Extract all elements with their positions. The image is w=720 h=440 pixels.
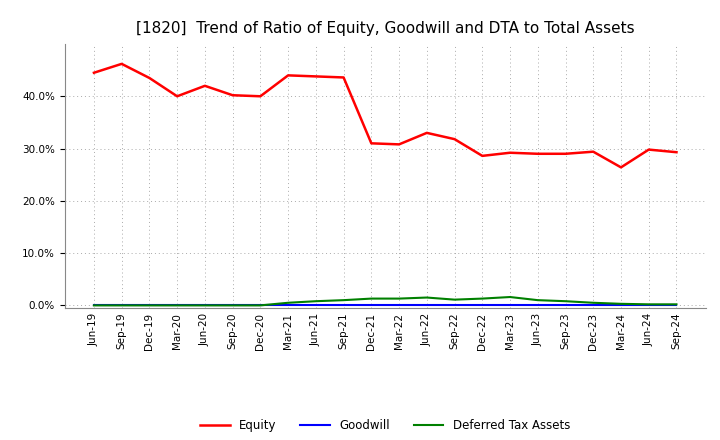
Deferred Tax Assets [395,296,403,301]
Goodwill [561,303,570,308]
Deferred Tax Assets [478,296,487,301]
Equity [284,73,292,78]
Equity [505,150,514,155]
Deferred Tax Assets [644,302,653,307]
Equity [339,75,348,80]
Equity [423,130,431,136]
Goodwill [423,303,431,308]
Goodwill [478,303,487,308]
Legend: Equity, Goodwill, Deferred Tax Assets: Equity, Goodwill, Deferred Tax Assets [196,414,575,436]
Equity [672,150,681,155]
Line: Equity: Equity [94,64,677,167]
Line: Deferred Tax Assets: Deferred Tax Assets [94,297,677,305]
Equity [395,142,403,147]
Goodwill [145,303,154,308]
Goodwill [117,303,126,308]
Goodwill [450,303,459,308]
Deferred Tax Assets [534,297,542,303]
Deferred Tax Assets [589,300,598,305]
Goodwill [173,303,181,308]
Equity [173,94,181,99]
Goodwill [312,303,320,308]
Deferred Tax Assets [367,296,376,301]
Goodwill [367,303,376,308]
Deferred Tax Assets [201,303,210,308]
Deferred Tax Assets [228,303,237,308]
Equity [367,141,376,146]
Goodwill [284,303,292,308]
Deferred Tax Assets [145,303,154,308]
Equity [478,153,487,158]
Equity [145,75,154,81]
Equity [201,83,210,88]
Deferred Tax Assets [117,303,126,308]
Deferred Tax Assets [173,303,181,308]
Deferred Tax Assets [616,301,625,306]
Goodwill [395,303,403,308]
Equity [534,151,542,157]
Equity [450,136,459,142]
Deferred Tax Assets [339,297,348,303]
Goodwill [256,303,265,308]
Goodwill [505,303,514,308]
Deferred Tax Assets [450,297,459,302]
Equity [616,165,625,170]
Goodwill [589,303,598,308]
Deferred Tax Assets [312,299,320,304]
Deferred Tax Assets [256,303,265,308]
Deferred Tax Assets [561,299,570,304]
Goodwill [616,303,625,308]
Title: [1820]  Trend of Ratio of Equity, Goodwill and DTA to Total Assets: [1820] Trend of Ratio of Equity, Goodwil… [136,21,634,36]
Goodwill [534,303,542,308]
Goodwill [89,303,98,308]
Deferred Tax Assets [423,295,431,300]
Deferred Tax Assets [284,300,292,305]
Goodwill [201,303,210,308]
Goodwill [228,303,237,308]
Goodwill [644,303,653,308]
Equity [117,61,126,66]
Equity [256,94,265,99]
Deferred Tax Assets [505,294,514,300]
Equity [589,149,598,154]
Equity [312,74,320,79]
Goodwill [339,303,348,308]
Equity [561,151,570,157]
Goodwill [672,303,681,308]
Equity [644,147,653,152]
Deferred Tax Assets [672,302,681,307]
Deferred Tax Assets [89,303,98,308]
Equity [228,92,237,98]
Equity [89,70,98,75]
